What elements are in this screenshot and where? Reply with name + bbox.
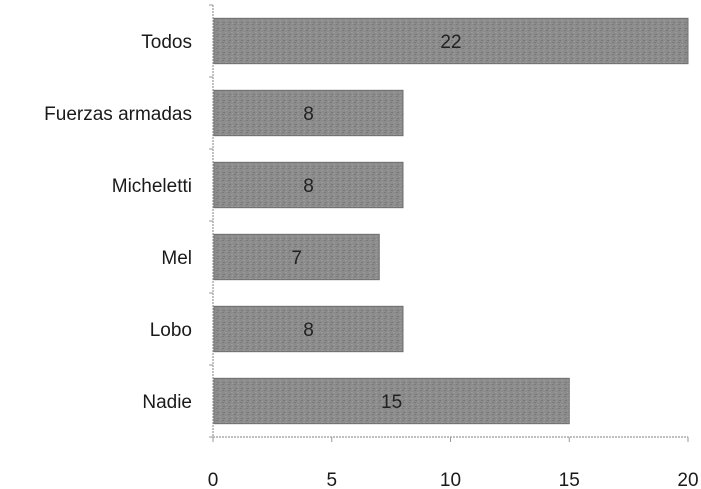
data-label: 8 <box>303 176 314 197</box>
data-label: 22 <box>440 32 461 53</box>
x-tick-label: 15 <box>559 470 580 489</box>
x-tick-label: 5 <box>326 470 337 489</box>
x-tick-label: 0 <box>208 470 219 489</box>
category-label: Fuerzas armadas <box>44 104 192 125</box>
plot-area: Todos 22 Fuerzas armadas 8 Micheletti 8 Mel 7 Lo… <box>44 4 699 489</box>
data-label: 7 <box>291 248 302 269</box>
data-label: 15 <box>381 392 402 413</box>
bar-0 <box>213 17 689 65</box>
bar-3 <box>213 233 380 281</box>
category-label: Todos <box>141 32 192 53</box>
category-label: Micheletti <box>112 176 192 197</box>
category-label: Lobo <box>150 320 192 341</box>
data-label: 8 <box>303 320 314 341</box>
data-label: 8 <box>303 104 314 125</box>
x-tick-label: 10 <box>440 470 461 489</box>
bar-2 <box>213 161 404 209</box>
category-label: Nadie <box>142 392 192 413</box>
category-label: Mel <box>161 248 192 269</box>
x-tick-label: 20 <box>677 470 698 489</box>
bar-4 <box>213 305 404 353</box>
bar-1 <box>213 89 404 137</box>
bar-5 <box>213 377 570 425</box>
